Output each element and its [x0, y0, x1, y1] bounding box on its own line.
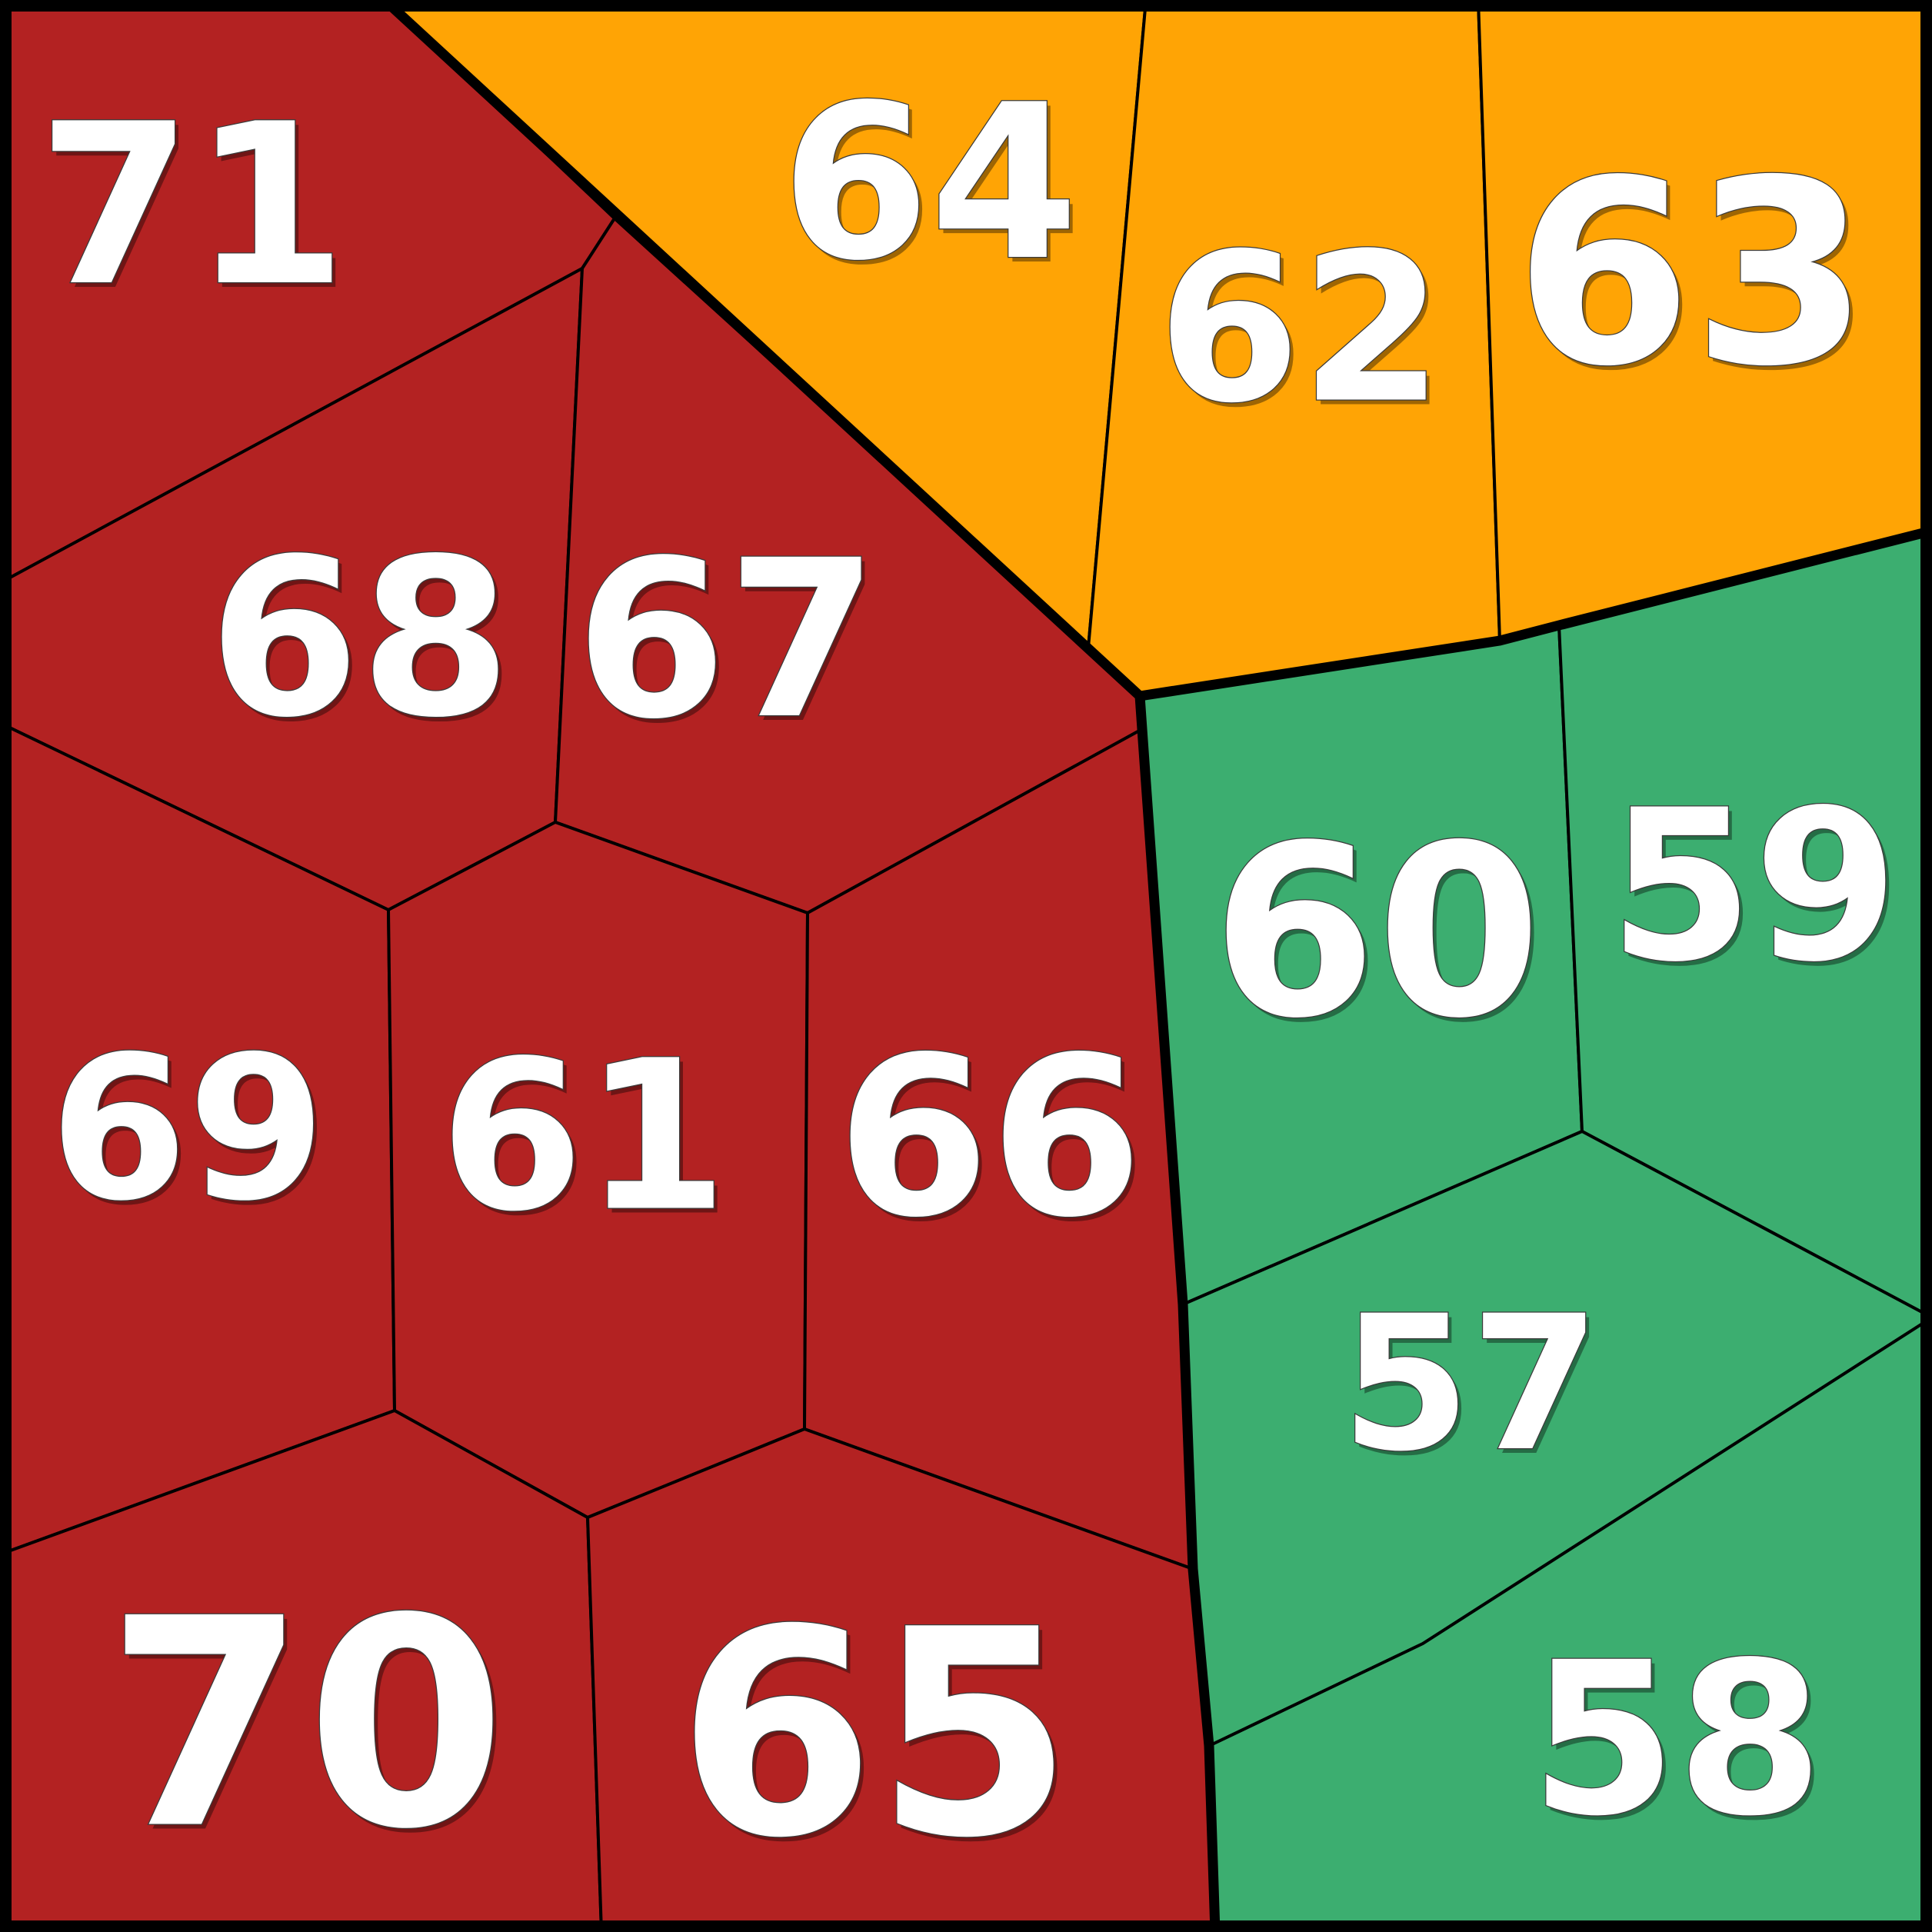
cell-59-label: 59 [1608, 764, 1898, 1008]
cell-61-label-shadow: 61 [444, 1021, 731, 1262]
cell-63-region [1477, 0, 1932, 642]
cell-64-label: 64 [781, 58, 1079, 308]
cell-66-label-shadow: 66 [841, 1015, 1147, 1271]
orange-green-boundary [1134, 525, 1932, 701]
red-orange-boundary [379, 0, 1145, 701]
cell-70-label-shadow: 70 [110, 1563, 510, 1897]
cell-68-label: 68 [208, 511, 511, 765]
cell-64-label-shadow: 64 [785, 63, 1083, 312]
cell-62-label-shadow: 62 [1161, 214, 1447, 453]
cell-57-label-shadow: 57 [1345, 1281, 1604, 1497]
cell-66-label: 66 [837, 1011, 1143, 1266]
cell-69-label: 69 [49, 1014, 325, 1244]
red-green-boundary [1134, 691, 1221, 1932]
cell-65-label-shadow: 65 [681, 1574, 1078, 1905]
cell-69-label-shadow: 69 [53, 1018, 329, 1249]
cell-58-label-shadow: 58 [1534, 1622, 1827, 1867]
cell-63-label-shadow: 63 [1519, 132, 1874, 428]
cell-58-label: 58 [1530, 1617, 1823, 1863]
cell-60-label: 60 [1212, 794, 1542, 1071]
cell-63-label: 63 [1515, 127, 1870, 423]
cell-57-label: 57 [1341, 1276, 1601, 1493]
cell-59-label-shadow: 59 [1612, 769, 1902, 1012]
cell-70-region [0, 1409, 603, 1932]
cell-62-label: 62 [1158, 209, 1444, 448]
cell-68-label-shadow: 68 [212, 516, 515, 770]
cell-65-label: 65 [678, 1570, 1074, 1900]
cell-61-label: 61 [440, 1017, 728, 1257]
cell-60-label-shadow: 60 [1216, 799, 1546, 1075]
cell-71-label-shadow: 71 [42, 82, 351, 340]
cell-70-label: 70 [106, 1558, 506, 1893]
cell-67-label: 67 [575, 513, 878, 767]
cell-71-label: 71 [38, 77, 347, 335]
cell-67-label-shadow: 67 [579, 518, 882, 771]
